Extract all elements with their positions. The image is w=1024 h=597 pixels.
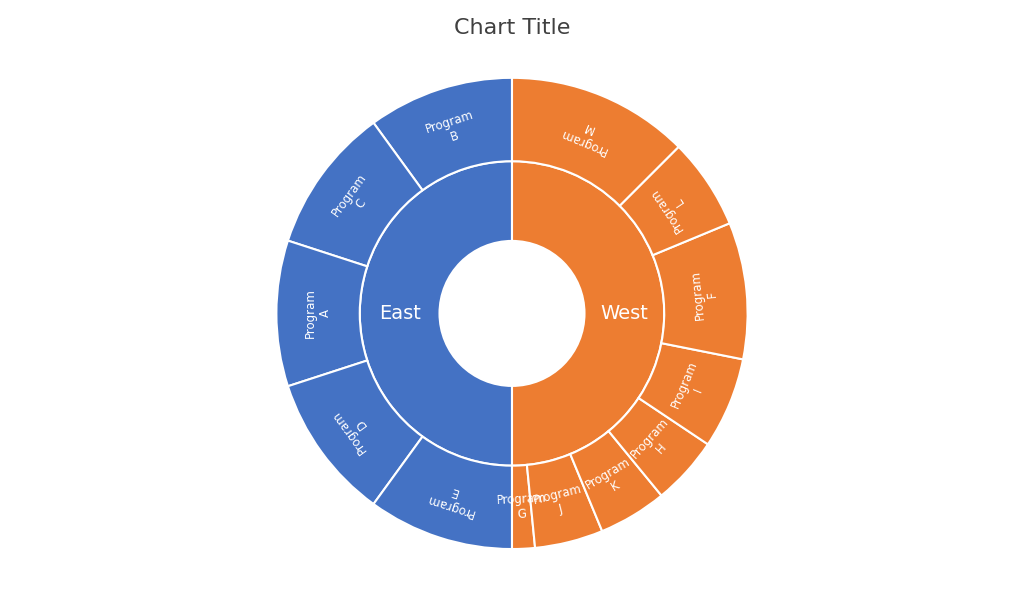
Wedge shape	[512, 465, 536, 549]
Wedge shape	[276, 241, 368, 386]
Text: Program
I: Program I	[669, 359, 714, 416]
Wedge shape	[570, 431, 662, 531]
Text: Program
C: Program C	[329, 171, 381, 228]
Text: Program
G: Program G	[496, 492, 547, 522]
Text: Chart Title: Chart Title	[454, 18, 570, 38]
Wedge shape	[608, 398, 708, 496]
Wedge shape	[620, 147, 730, 255]
Wedge shape	[374, 78, 512, 190]
Text: West: West	[600, 304, 648, 323]
Wedge shape	[374, 436, 512, 549]
Text: Program
J: Program J	[531, 482, 587, 521]
Wedge shape	[512, 78, 679, 206]
Text: Program
H: Program H	[629, 416, 683, 472]
Text: Program
K: Program K	[583, 455, 640, 504]
Text: Program
F: Program F	[688, 268, 721, 321]
Text: Program
B: Program B	[424, 108, 480, 150]
Text: Program
M: Program M	[558, 112, 614, 157]
Text: Program
L: Program L	[648, 177, 698, 234]
Text: Program
E: Program E	[424, 477, 480, 519]
Text: Program
D: Program D	[329, 399, 381, 456]
Wedge shape	[288, 361, 423, 504]
Wedge shape	[527, 454, 602, 548]
Text: East: East	[379, 304, 421, 323]
Wedge shape	[639, 343, 743, 444]
Wedge shape	[359, 161, 512, 466]
Wedge shape	[288, 123, 423, 266]
Wedge shape	[512, 161, 665, 466]
Wedge shape	[652, 223, 748, 359]
Text: Program
A: Program A	[304, 288, 332, 338]
